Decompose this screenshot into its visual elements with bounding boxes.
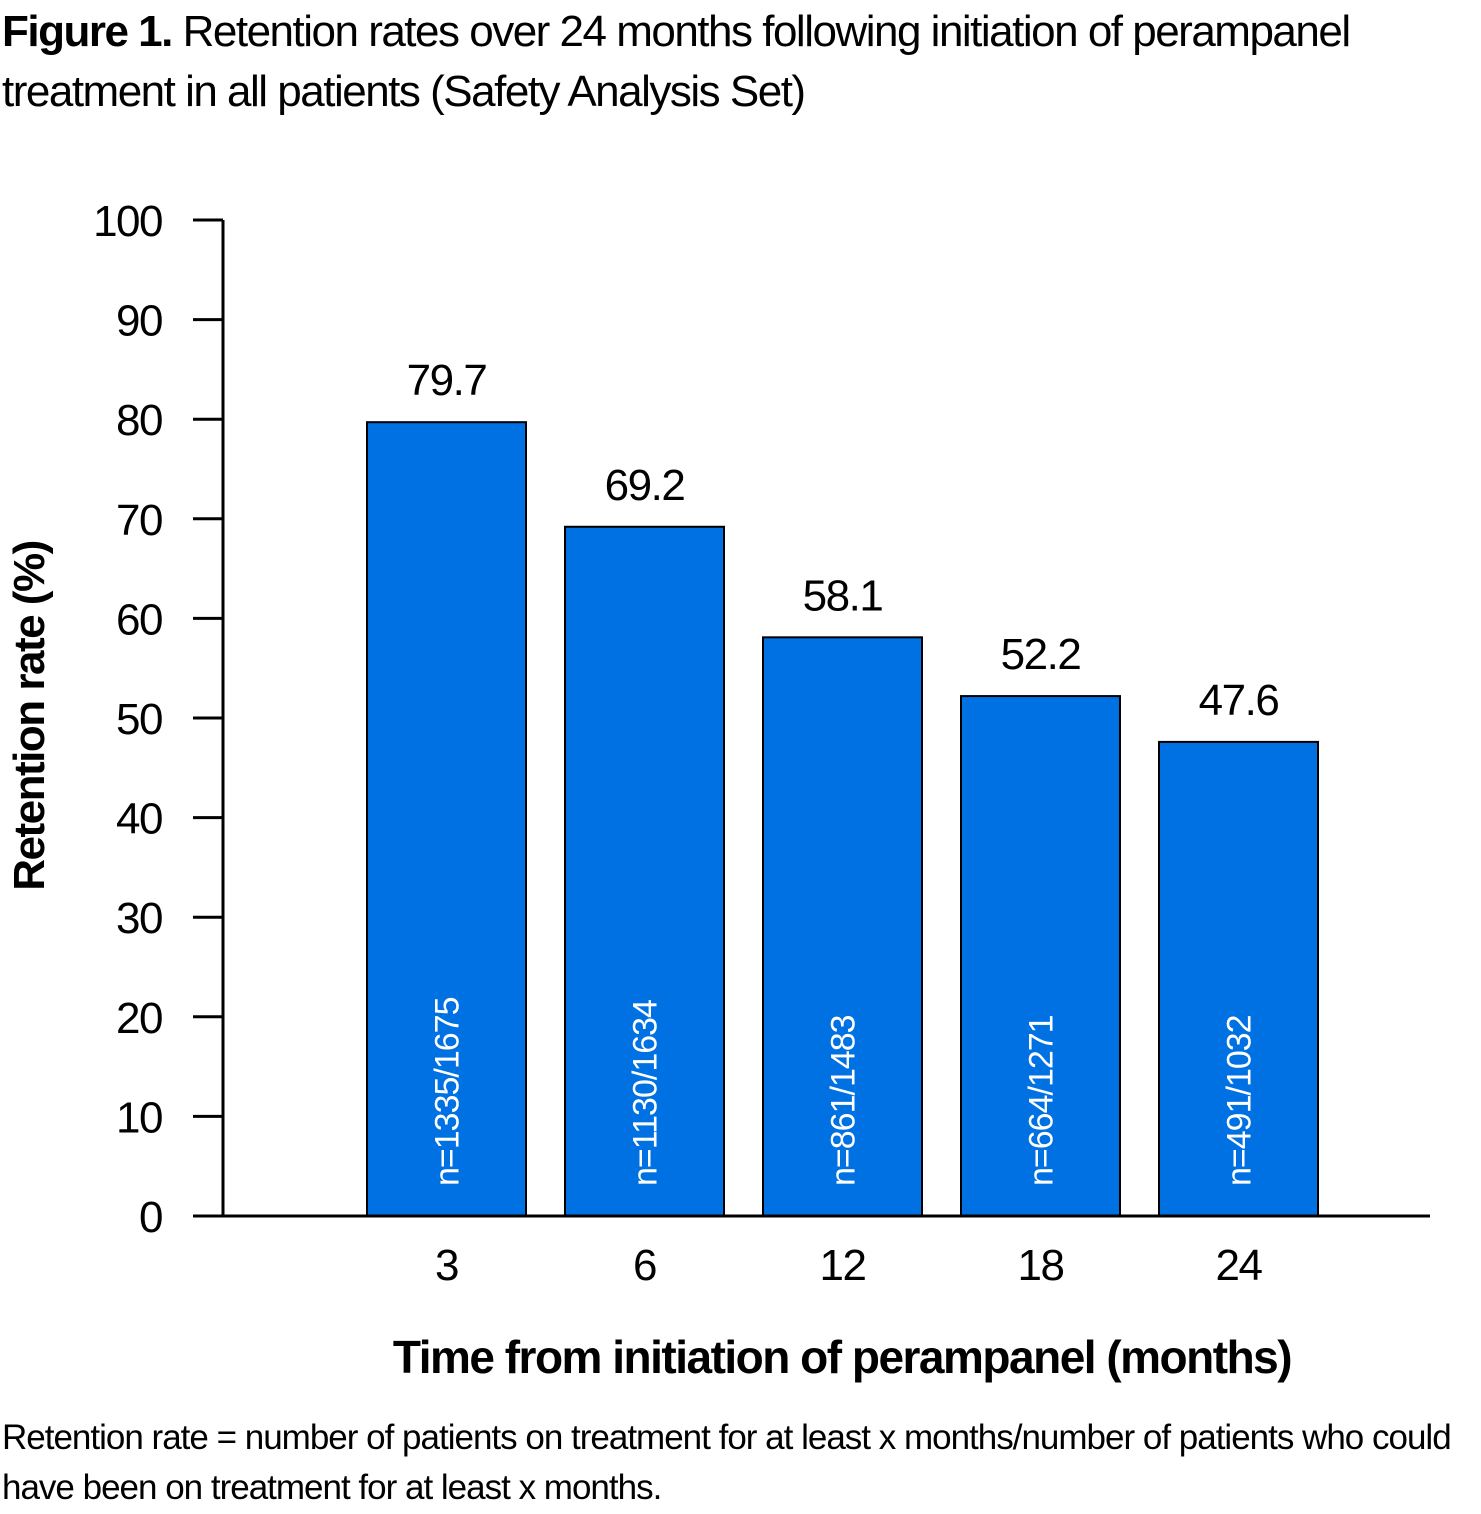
y-tick-label: 0	[139, 1193, 162, 1242]
x-tick-label: 6	[633, 1241, 656, 1290]
figure-label: Figure 1.	[2, 7, 173, 56]
bar-annotation: n=1130/1634	[627, 1000, 665, 1186]
data-label: 69.2	[605, 461, 685, 510]
x-tick-label: 24	[1216, 1241, 1263, 1290]
y-tick-label: 50	[116, 695, 162, 744]
data-label: 47.6	[1199, 676, 1279, 725]
y-tick-label: 100	[93, 197, 162, 246]
y-tick-label: 10	[116, 1093, 162, 1142]
x-tick-label: 3	[435, 1241, 458, 1290]
data-label: 58.1	[803, 571, 883, 620]
bar-annotation: n=1335/1675	[429, 997, 467, 1186]
bar-annotation: n=664/1271	[1023, 1015, 1061, 1186]
footnote: Retention rate = number of patients on t…	[2, 1418, 1452, 1507]
figure-caption-text: Retention rates over 24 months following…	[2, 7, 1351, 116]
y-axis-title: Retention rate (%)	[5, 541, 54, 890]
y-tick-label: 70	[116, 496, 162, 545]
y-tick-label: 30	[116, 894, 162, 943]
y-tick-label: 40	[116, 795, 162, 844]
x-tick-label: 12	[820, 1241, 866, 1290]
figure-caption: Figure 1. Retention rates over 24 months…	[2, 2, 1481, 122]
data-label: 52.2	[1001, 630, 1081, 679]
x-tick-label: 18	[1018, 1241, 1064, 1290]
y-tick-label: 20	[116, 994, 162, 1043]
bar-annotation: n=861/1483	[825, 1015, 863, 1186]
y-tick-label: 60	[116, 595, 162, 644]
y-tick-label: 80	[116, 396, 162, 445]
bar	[366, 421, 527, 1217]
data-label: 79.7	[407, 356, 487, 405]
bar-annotation: n=491/1032	[1221, 1015, 1259, 1186]
y-tick-label: 90	[116, 297, 162, 346]
x-axis-title: Time from initiation of perampanel (mont…	[393, 1331, 1291, 1383]
